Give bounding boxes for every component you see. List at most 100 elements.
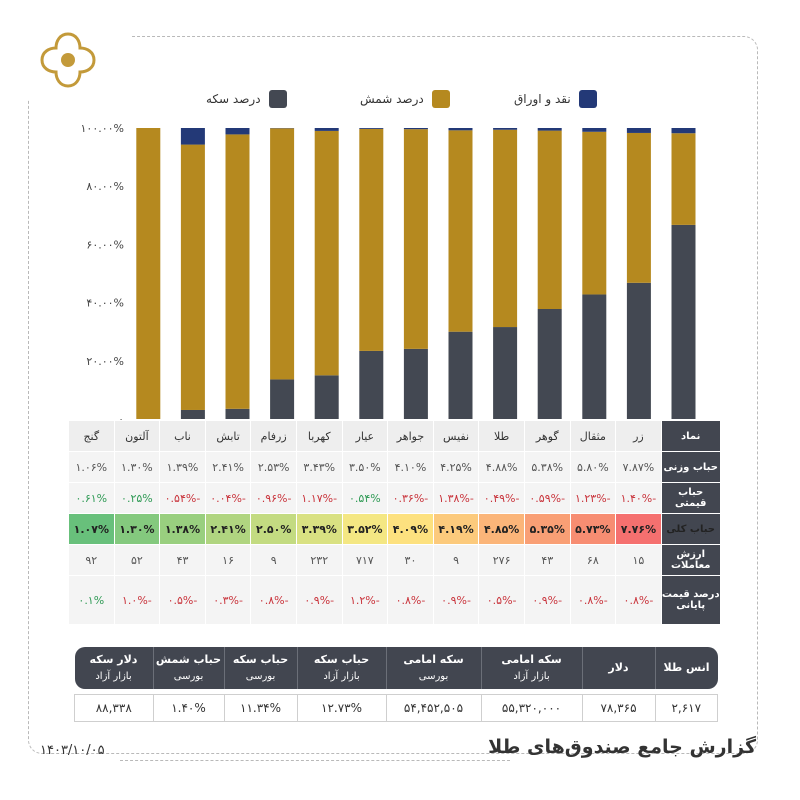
bar-segment-cash xyxy=(314,128,339,131)
price-bubble-cell-value: -۰.۵۹% xyxy=(529,491,566,505)
legend-swatch-bullion xyxy=(431,90,450,108)
close-change-cell-value: -۱.۰% xyxy=(122,593,152,607)
bar-segment-bullion xyxy=(626,132,651,283)
fund-name-cell: طلا xyxy=(478,420,525,452)
weight-bubble-cell: ۱.۳۰% xyxy=(113,451,161,483)
weight-bubble-cell: ۱.۳۹% xyxy=(159,451,206,483)
close-change-cell: -۰.۸% xyxy=(387,575,434,625)
close-change-cell: -۰.۸% xyxy=(569,575,617,625)
price-header-cell: دلار سکه بازار آزاد xyxy=(74,647,153,689)
weight-bubble-cell: ۱.۰۶% xyxy=(68,451,115,483)
bar-segment-bullion xyxy=(537,130,562,310)
fund-name-cell: گوهر xyxy=(523,420,571,452)
total-bubble-cell: ۲.۴۱% xyxy=(204,513,252,545)
bar-segment-bullion xyxy=(225,134,250,409)
weight-bubble-cell: ۴.۱۰% xyxy=(387,451,434,483)
legend-swatch-cash xyxy=(578,90,597,108)
price-bubble-cell-value: -۰.۴۹% xyxy=(483,491,520,505)
fund-name-cell: عیار xyxy=(341,420,389,452)
bar-segment-cash xyxy=(493,128,518,130)
bar-segment-cash xyxy=(359,128,384,129)
price-bubble-cell-value: -۱.۳۸% xyxy=(438,491,474,505)
fund-name-cell: آلتون xyxy=(113,420,161,452)
total-bubble-cell: ۷.۷۶% xyxy=(615,513,662,545)
close-change-cell-value: -۰.۹% xyxy=(441,593,471,607)
close-change-cell-value: -۰.۹% xyxy=(304,593,335,607)
price-header-subtitle: بازار آزاد xyxy=(513,670,550,682)
total-bubble-cell: ۴.۸۵% xyxy=(478,513,525,545)
bar-segment-coin xyxy=(537,309,562,419)
bar-segment-cash xyxy=(626,128,651,133)
close-change-cell: -۰.۵% xyxy=(478,575,525,625)
fund-name-cell: گنج xyxy=(68,420,115,452)
price-bubble-cell: ۰.۶۱% xyxy=(68,482,115,514)
trade-value-cell: ۴۳ xyxy=(523,544,571,576)
price-bubble-cell-value: -۰.۳۶% xyxy=(392,491,429,505)
price-header-cell: حباب سکه بورسی xyxy=(223,647,297,689)
price-header-cell: سکه امامی بورسی xyxy=(385,647,481,689)
fund-name-cell: زر xyxy=(615,420,662,452)
price-bubble-cell: ۰.۵۴% xyxy=(341,482,389,514)
legend-item-coin: درصد سکه xyxy=(206,88,287,110)
trade-value-cell: ۴۳ xyxy=(159,544,206,576)
fund-name-cell: نفیس xyxy=(432,420,480,452)
price-header-subtitle: بورسی xyxy=(418,670,449,682)
trade-value-cell: ۲۳۲ xyxy=(295,544,343,576)
row-header-symbol: نماد xyxy=(660,420,721,452)
close-change-cell: -۰.۹% xyxy=(295,575,343,625)
close-change-cell: ۰.۱% xyxy=(68,575,115,625)
price-bubble-cell: -۱.۲۳% xyxy=(569,482,617,514)
total-bubble-cell: ۵.۳۵% xyxy=(523,513,571,545)
y-tick-label: ۴۰.۰۰% xyxy=(86,297,124,310)
row-close-change: درصد قیمت پایانی -۰.۸% -۰.۸% -۰.۹% -۰.۵% -۰.… xyxy=(68,575,721,625)
row-header-trade-value: ارزش معاملات xyxy=(660,544,721,576)
total-bubble-cell: ۲.۵۰% xyxy=(250,513,297,545)
total-bubble-cell: ۳.۳۹% xyxy=(295,513,343,545)
close-change-cell: -۰.۳% xyxy=(204,575,252,625)
total-bubble-cell: ۵.۷۳% xyxy=(569,513,617,545)
report-date: ۱۴۰۳/۱۰/۰۵ xyxy=(40,743,105,758)
y-tick-label: ۰ xyxy=(118,413,124,426)
weight-bubble-cell: ۳.۴۳% xyxy=(295,451,343,483)
trade-value-cell: ۹۲ xyxy=(68,544,115,576)
price-value-cell: ۷۸,۳۶۵ xyxy=(581,694,655,722)
weight-bubble-cell: ۴.۸۸% xyxy=(478,451,525,483)
fund-name-cell: مثقال xyxy=(569,420,617,452)
price-value-cell: ۸۸,۳۳۸ xyxy=(74,694,153,722)
bar-segment-coin xyxy=(671,224,696,419)
y-tick-label: ۶۰.۰۰% xyxy=(86,238,124,251)
trade-value-cell: ۹ xyxy=(432,544,480,576)
price-header-cell: انس طلا xyxy=(654,647,718,689)
price-header-subtitle: بورسی xyxy=(245,670,276,682)
total-bubble-cell: ۴.۰۹% xyxy=(387,513,434,545)
price-value-cell: ۵۵,۳۲۰,۰۰۰ xyxy=(480,694,582,722)
report-frame-border xyxy=(28,36,758,754)
fund-name-cell: کهربا xyxy=(295,420,343,452)
fund-name-cell: جواهر xyxy=(387,420,434,452)
close-change-cell-value: -۰.۸% xyxy=(258,593,289,607)
price-bubble-cell-value: -۱.۱۷% xyxy=(301,491,338,505)
fund-metrics-table: نماد زر مثقال گوهر طلا نفیس جواهر عیار کهربا زرف… xyxy=(68,420,721,625)
close-change-cell-value: -۰.۸% xyxy=(395,593,426,607)
price-bubble-cell-value: -۰.۰۴% xyxy=(210,491,246,505)
close-change-cell-value: -۰.۵% xyxy=(486,593,517,607)
price-bubble-cell: -۱.۳۸% xyxy=(432,482,480,514)
bar-segment-coin xyxy=(314,375,339,419)
bar-segment-bullion xyxy=(448,130,473,332)
price-bubble-cell: -۰.۳۶% xyxy=(387,482,434,514)
trade-value-cell: ۷۱۷ xyxy=(341,544,389,576)
price-bubble-cell-value: ۰.۲۵% xyxy=(121,491,153,505)
close-change-cell: -۱.۲% xyxy=(341,575,389,625)
bar-segment-coin xyxy=(403,348,428,419)
bar-segment-bullion xyxy=(180,144,205,410)
bar-segment-bullion xyxy=(314,130,339,376)
legend-item-cash: نقد و اوراق xyxy=(514,88,597,110)
bar-segment-bullion xyxy=(136,128,161,419)
close-change-cell-value: -۱.۲% xyxy=(349,593,380,607)
price-bubble-cell: -۱.۴۰% xyxy=(615,482,662,514)
price-header-title: سکه امامی xyxy=(501,653,562,667)
bar-segment-coin xyxy=(180,409,205,419)
price-gap-cell xyxy=(75,689,154,695)
close-change-cell-value: ۰.۱% xyxy=(78,593,105,607)
price-bubble-cell: -۰.۰۴% xyxy=(204,482,252,514)
